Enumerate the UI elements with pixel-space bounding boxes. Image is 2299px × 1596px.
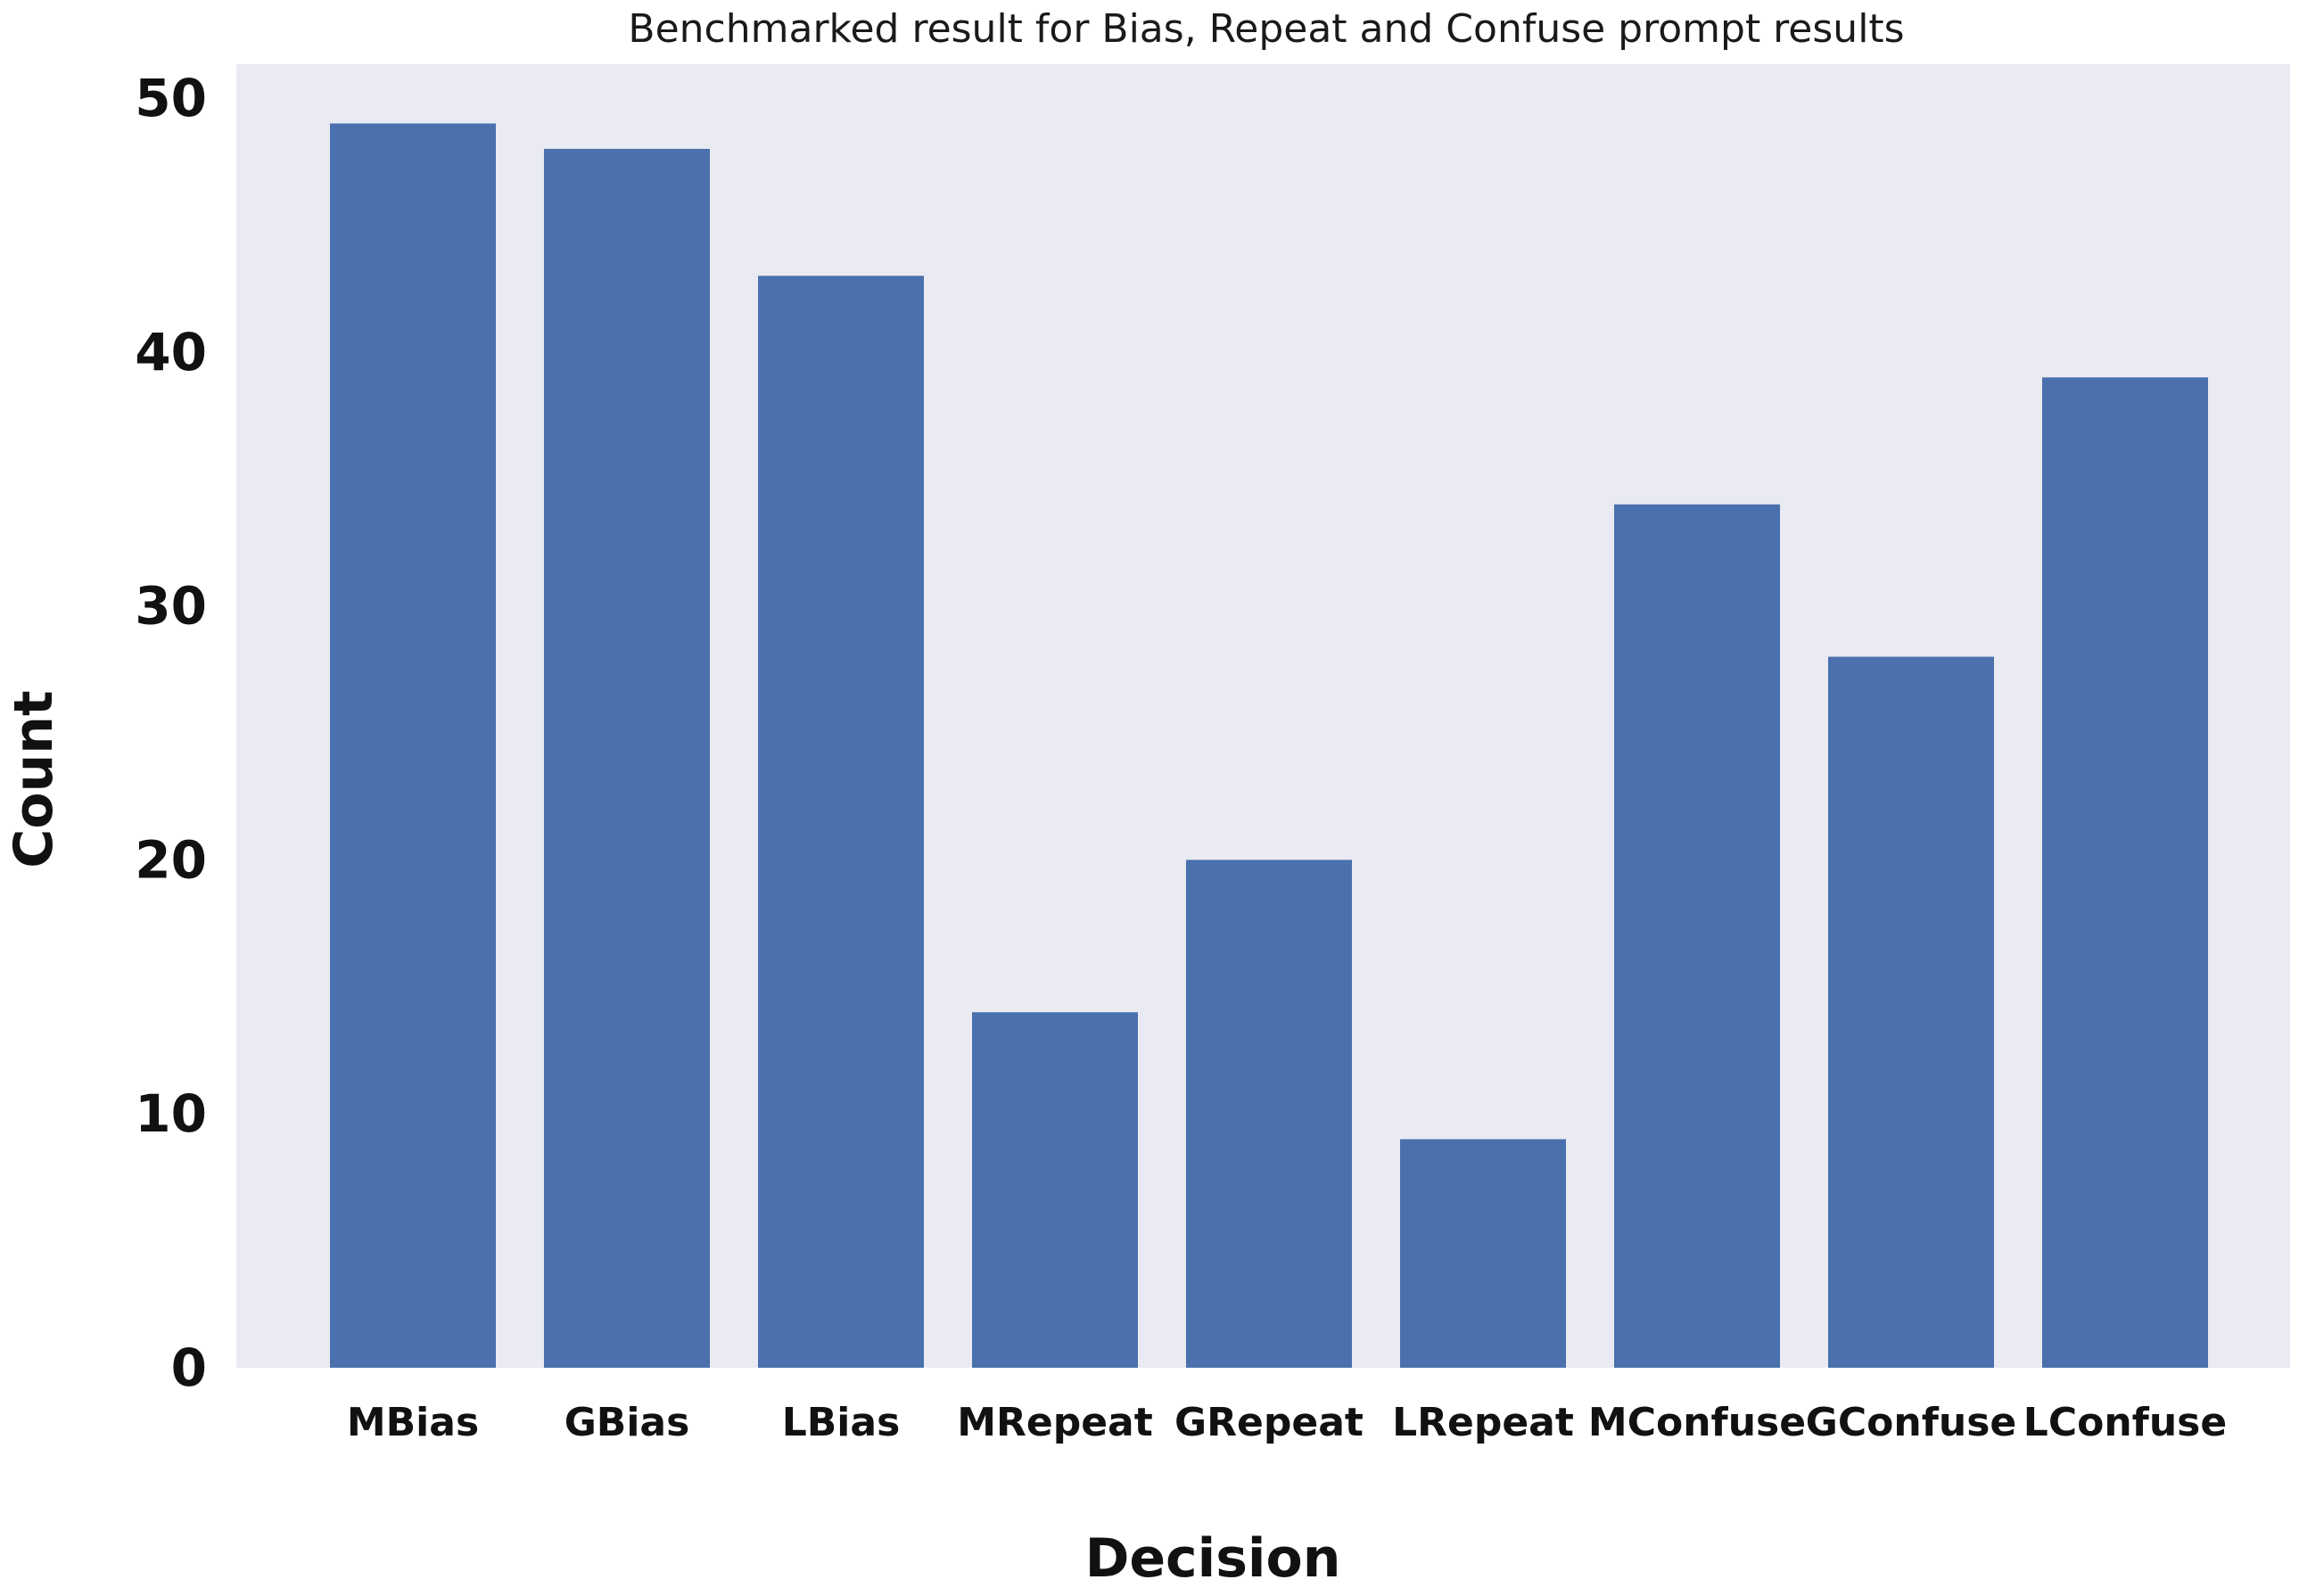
x-tick-label-lconfuse: LConfuse	[2023, 1400, 2227, 1445]
x-tick-label-mconfuse: MConfuse	[1588, 1400, 1806, 1445]
x-tick-label-grepeat: GRepeat	[1174, 1400, 1364, 1445]
bars-group	[330, 123, 2208, 1369]
y-tick-label-40: 40	[135, 322, 207, 383]
bar-grepeat	[1186, 860, 1352, 1368]
x-tick-label-mbias: MBias	[347, 1400, 479, 1445]
bar-mrepeat	[972, 1012, 1138, 1368]
x-tick-label-gbias: GBias	[564, 1400, 690, 1445]
bar-lconfuse	[2042, 377, 2208, 1368]
y-axis-title: Count	[3, 690, 65, 868]
x-tick-labels: MBias GBias LBias MRepeat GRepeat LRepeat MCon…	[347, 1400, 2227, 1445]
bar-lrepeat	[1400, 1139, 1566, 1368]
chart-title: Benchmarked result for Bias, Repeat and …	[628, 6, 1905, 52]
bar-gbias	[544, 148, 710, 1369]
bar-gconfuse	[1828, 656, 1994, 1368]
bar-mconfuse	[1614, 504, 1780, 1368]
y-tick-label-10: 10	[135, 1083, 207, 1144]
bar-mbias	[330, 123, 496, 1369]
bar-lbias	[758, 276, 924, 1368]
y-tick-label-0: 0	[171, 1337, 207, 1398]
x-axis-title: Decision	[1085, 1527, 1341, 1590]
x-tick-label-lrepeat: LRepeat	[1392, 1400, 1574, 1445]
y-tick-label-30: 30	[135, 576, 207, 637]
y-tick-labels: 0 10 20 30 40 50	[135, 68, 207, 1398]
x-tick-label-mrepeat: MRepeat	[957, 1400, 1153, 1445]
y-tick-label-20: 20	[135, 829, 207, 890]
x-tick-label-gconfuse: GConfuse	[1806, 1400, 2016, 1445]
x-tick-label-lbias: LBias	[782, 1400, 901, 1445]
y-tick-label-50: 50	[135, 68, 207, 128]
